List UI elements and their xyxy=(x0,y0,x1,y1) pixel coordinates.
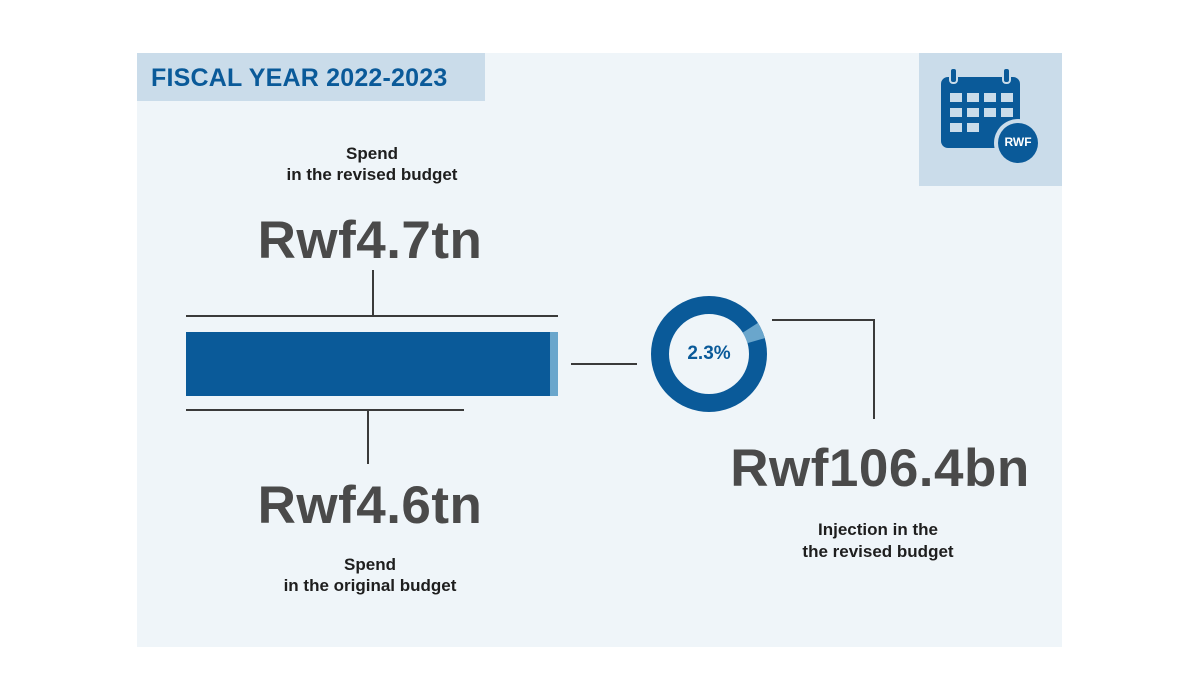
injection-label-line1: Injection in the xyxy=(818,520,938,539)
donut-connector-vertical xyxy=(873,319,875,419)
bar-original-budget xyxy=(186,332,551,396)
original-label-line2: in the original budget xyxy=(283,576,457,595)
rwf-badge-text: RWF xyxy=(1004,135,1032,149)
revised-value: Rwf4.7tn xyxy=(257,211,483,270)
bar-injection xyxy=(550,332,558,396)
original-bracket-line xyxy=(186,409,464,411)
title-banner xyxy=(137,53,485,101)
revised-connector-vertical xyxy=(372,270,374,316)
injection-value: Rwf106.4bn xyxy=(730,439,1030,498)
injection-connector-horizontal xyxy=(571,363,637,365)
original-label-line1: Spend xyxy=(344,555,396,574)
original-value: Rwf4.6tn xyxy=(257,476,483,535)
revised-label-line1: Spend xyxy=(346,144,398,163)
injection-label-line2: the revised budget xyxy=(802,542,954,561)
injection-percent: 2.3% xyxy=(687,343,731,364)
calendar-icon-box xyxy=(919,53,1062,186)
revised-label-line2: in the revised budget xyxy=(286,165,458,184)
original-connector-vertical xyxy=(367,410,369,464)
page-title: FISCAL YEAR 2022-2023 xyxy=(151,64,448,92)
donut-connector-horizontal xyxy=(772,319,875,321)
revised-bracket-line xyxy=(186,315,558,317)
